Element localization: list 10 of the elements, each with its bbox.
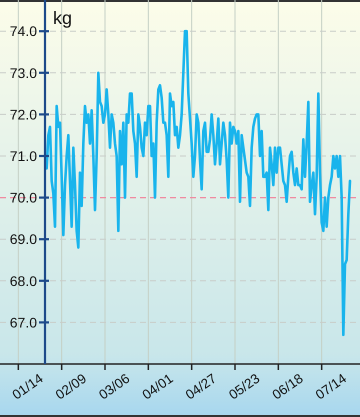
y-tick-label: 68.0 xyxy=(10,272,38,289)
y-tick-label: 74.0 xyxy=(10,23,38,40)
y-tick-label: 70.0 xyxy=(10,190,38,206)
y-axis-title: kg xyxy=(53,8,72,28)
y-tick-label: 71.0 xyxy=(10,148,38,164)
y-tick-label: 72.0 xyxy=(10,106,38,122)
y-tick-label: 73.0 xyxy=(10,64,38,81)
y-tick-label: 69.0 xyxy=(10,231,38,248)
y-tick-label: 67.0 xyxy=(10,314,38,330)
line-series xyxy=(45,30,352,336)
